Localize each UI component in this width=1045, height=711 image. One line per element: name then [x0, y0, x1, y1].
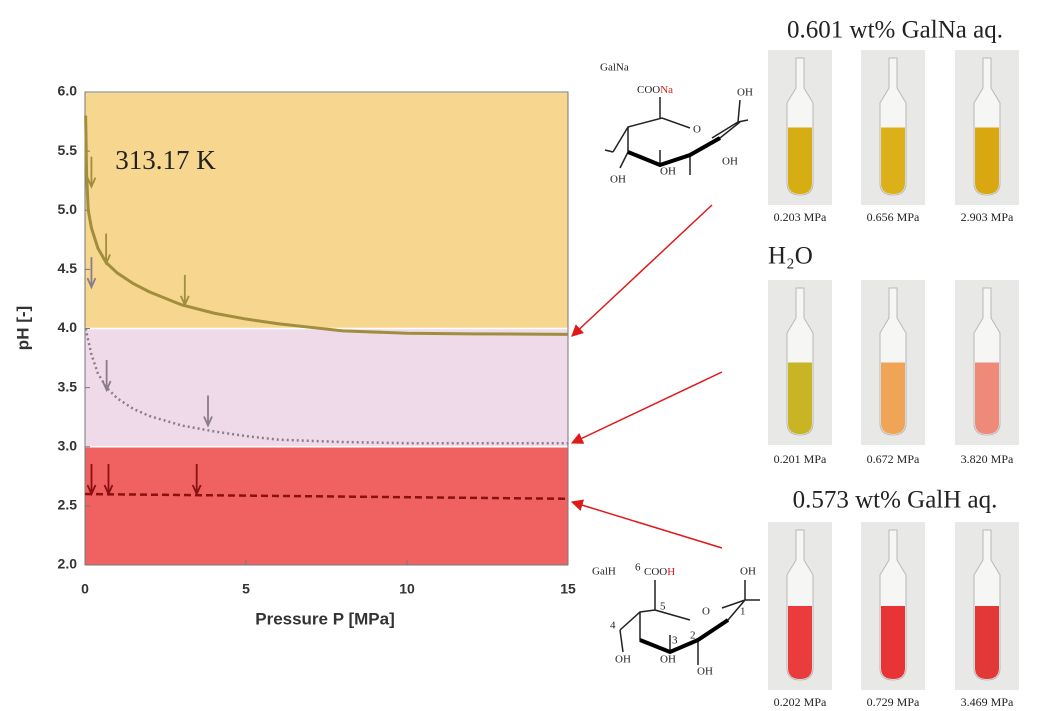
ring-oxygen: O [702, 606, 710, 618]
x-tick-label: 15 [560, 581, 576, 597]
carbon-number: 1 [740, 606, 746, 618]
vial-liquid [788, 127, 812, 194]
oh-label: OH [610, 174, 626, 186]
vial-liquid [975, 362, 999, 434]
y-tick-label: 2.0 [58, 556, 78, 572]
y-tick-label: 6.0 [58, 83, 78, 99]
x-tick-label: 5 [242, 581, 250, 597]
pressure-arrow [179, 274, 190, 308]
photo-pressure-label: 0.203 MPa [774, 210, 827, 224]
x-tick-label: 0 [81, 581, 89, 597]
y-tick-label: 5.0 [58, 201, 78, 217]
photo-pressure-label: 0.672 MPa [867, 452, 920, 466]
structure-name: GalNa [600, 62, 629, 74]
carbon-number: 5 [660, 601, 666, 613]
y-tick-label: 4.0 [58, 319, 78, 335]
series-line [84, 115, 569, 336]
y-tick-label: 2.5 [58, 497, 78, 513]
oh-label: OH [697, 666, 713, 678]
x-tick-label: 10 [399, 581, 415, 597]
oh-label: OH [740, 566, 756, 578]
photo-group-title: H₂O [768, 243, 813, 270]
pressure-arrow [86, 257, 97, 290]
structure-galna: GalNa COONa O OH OH OH OH [600, 62, 753, 186]
photo-pressure-label: 3.469 MPa [961, 695, 1014, 709]
structure-name: GalH [592, 566, 616, 578]
vial-liquid [881, 127, 905, 194]
photo-pressure-label: 0.201 MPa [774, 452, 827, 466]
pointer-arrow [570, 499, 723, 549]
pressure-arrow [86, 156, 97, 189]
carboxyl-group: COONa [637, 84, 673, 96]
carbon-number: 6 [635, 562, 641, 574]
carbon-number: 3 [672, 635, 678, 647]
x-axis-title: Pressure P [MPa] [255, 609, 395, 628]
y-axis-title: pH [-] [13, 306, 32, 350]
chart: 2.0 2.5 3.0 3.5 4.0 4.5 5.0 5.5 6.0 0 5 10 15 313.17 … [58, 83, 576, 597]
oh-label: OH [737, 87, 753, 99]
y-tick-label: 4.5 [58, 260, 78, 276]
pointer-arrow [570, 371, 723, 444]
vial-liquid [975, 606, 999, 679]
vial-liquid [788, 362, 812, 434]
series-line [84, 328, 568, 445]
band [85, 446, 568, 565]
photo-pressure-label: 2.903 MPa [961, 210, 1014, 224]
oh-label: OH [660, 654, 676, 666]
photo-group-title: 0.601 wt% GalNa aq. [787, 17, 1003, 44]
band [85, 92, 568, 329]
pressure-arrow [86, 464, 97, 497]
vial-liquid [788, 606, 812, 679]
photo-pressure-label: 0.729 MPa [867, 695, 920, 709]
pressure-arrow [191, 464, 202, 497]
structure-galh: GalH COOH O 6 5 4 3 2 1 OH OH OH OH [592, 562, 760, 678]
photo-group-title: 0.573 wt% GalH aq. [793, 487, 998, 514]
vial-liquid [881, 362, 905, 434]
y-tick-label: 3.0 [58, 437, 78, 453]
annotation: 313.17 K [115, 145, 216, 175]
oh-label: OH [722, 156, 738, 168]
ring-front [627, 136, 721, 168]
vial-liquid [975, 127, 999, 194]
y-tick-label: 5.5 [58, 142, 78, 158]
photo-pressure-label: 0.656 MPa [867, 210, 920, 224]
pressure-arrow [101, 359, 112, 393]
photo-pressure-label: 3.820 MPa [961, 452, 1014, 466]
oh-label: OH [660, 166, 676, 178]
carbon-number: 2 [690, 630, 696, 642]
series-line [84, 492, 569, 501]
ring-bonds [619, 580, 760, 665]
carboxyl-group: COOH [644, 566, 675, 578]
pressure-arrow [103, 464, 114, 497]
photos: 0.601 wt% GalNa aq. 0.203 MPa 0.656 MPa 2.9… [768, 17, 1019, 709]
carbon-number: 4 [610, 620, 616, 632]
band [85, 328, 568, 447]
oh-label: OH [615, 654, 631, 666]
ring-front [639, 618, 730, 655]
pressure-arrow [101, 233, 111, 266]
y-tick-label: 3.5 [58, 378, 78, 394]
pointer-arrow [571, 204, 713, 337]
pressure-arrow [203, 395, 213, 428]
photo-pressure-label: 0.202 MPa [774, 695, 827, 709]
vial-liquid [881, 606, 905, 679]
ring-oxygen: O [693, 124, 701, 136]
